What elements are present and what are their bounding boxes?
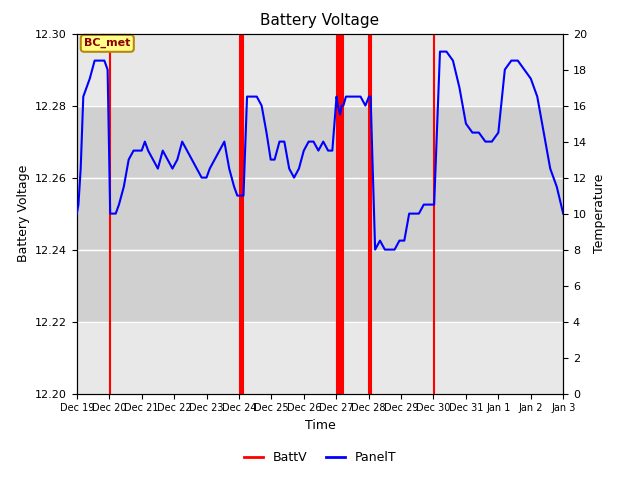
Legend: BattV, PanelT: BattV, PanelT [239,446,401,469]
Text: BC_met: BC_met [84,38,131,48]
Y-axis label: Temperature: Temperature [593,174,605,253]
Y-axis label: Battery Voltage: Battery Voltage [17,165,29,262]
Bar [77,106,563,322]
X-axis label: Time: Time [305,419,335,432]
Title: Battery Voltage: Battery Voltage [260,13,380,28]
Bar [77,34,563,394]
